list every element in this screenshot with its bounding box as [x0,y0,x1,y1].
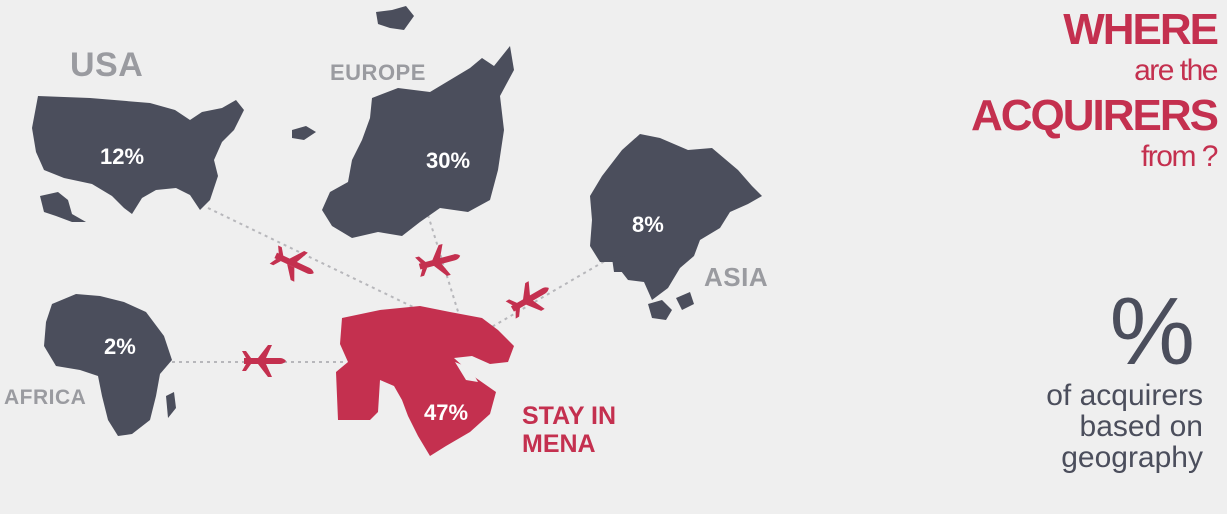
mena-landmass [336,306,514,456]
southeast-asia-islands [612,256,694,320]
airplane-icon [415,243,461,277]
headline-from: from ? [1140,140,1219,173]
airplane-icon [269,245,314,282]
asia-label: ASIA [704,262,769,292]
europe-landmass [322,46,514,238]
usa-label: USA [70,46,144,84]
legend: % of acquirers based on geography [973,278,1203,474]
airplane-icon [505,281,549,319]
headline-are-the: are the [1134,54,1218,87]
headline-where: WHERE [1063,5,1219,54]
headline-acquirers: ACQUIRERS [970,91,1219,140]
percent-symbol: % [1109,278,1195,385]
africa-label: AFRICA [4,386,87,409]
madagascar-landmass [166,392,176,418]
europe-label: EUROPE [330,60,426,85]
legend-text: of acquirers based on geography [1046,379,1203,474]
airplane-icon [242,345,286,377]
flight-path-europe [427,214,461,319]
asia-percent: 8% [632,212,664,237]
africa-landmass [44,294,172,436]
africa-percent: 2% [104,334,136,359]
flight-path-asia [489,257,611,329]
alaska-landmass [40,192,86,222]
flight-path-usa [207,207,441,321]
usa-percent: 12% [100,144,145,169]
mena-gulf-cutout [455,362,478,382]
iceland-landmass [292,126,316,140]
mena-percent: 47% [424,400,469,425]
asia-landmass [590,134,762,300]
europe-percent: 30% [426,148,471,173]
scandinavia-islands [376,6,414,30]
usa-landmass [32,96,244,214]
mena-label: STAY IN MENA [522,402,617,458]
headline: WHERE are the ACQUIRERS from ? [970,5,1219,174]
